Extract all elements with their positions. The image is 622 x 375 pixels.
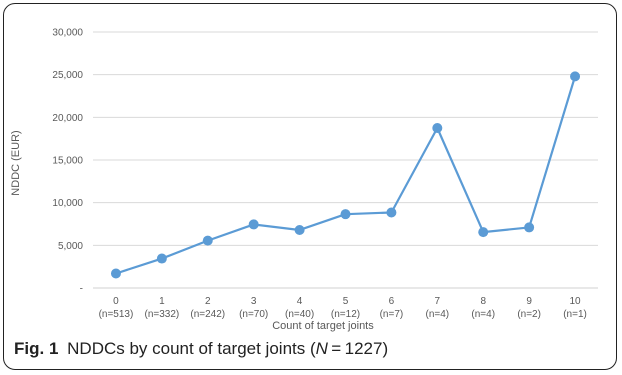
y-tick-label: 25,000: [52, 70, 83, 81]
x-tick-label: 0: [113, 296, 119, 307]
x-tick-label: 10: [569, 296, 581, 307]
x-tick-count-label: (n=4): [471, 309, 495, 320]
data-point: [294, 224, 305, 235]
data-point: [432, 123, 443, 133]
y-axis-title: NDDC (EUR): [10, 130, 22, 195]
line-chart: - 5,000 10,000 15,000 20,000 25,000 30,000 0 (n…: [10, 28, 598, 332]
x-tick-count-label: (n=2): [517, 309, 541, 320]
x-tick-count-label: (n=40): [285, 309, 314, 320]
y-tick-label: 15,000: [52, 156, 83, 167]
gridlines: [93, 31, 598, 289]
series-line-layer: [115, 76, 577, 275]
y-axis-ticks: - 5,000 10,000 15,000 20,000 25,000 30,000: [52, 28, 83, 295]
data-point: [386, 207, 397, 218]
x-axis-title: Count of target joints: [272, 320, 374, 332]
y-tick-label: 30,000: [52, 28, 83, 39]
y-tick-label: 20,000: [52, 113, 83, 124]
x-tick-label: 8: [480, 296, 486, 307]
x-tick-label: 7: [435, 296, 441, 307]
data-point: [248, 219, 259, 230]
figure-label: Fig. 1: [14, 339, 59, 358]
caption-text-end: = 1227): [327, 339, 389, 358]
y-tick-label: -: [80, 284, 83, 295]
caption-text-start: NDDCs by count of target joints (: [67, 339, 316, 358]
x-tick-label: 6: [389, 296, 395, 307]
x-tick-label: 4: [297, 296, 303, 307]
data-point: [156, 253, 167, 264]
x-tick-count-label: (n=332): [144, 309, 179, 320]
figure-frame: [3, 3, 617, 370]
series-line: [115, 76, 577, 275]
x-tick-label: 1: [159, 296, 165, 307]
x-axis-ticks: 0 (n=513) 1 (n=332) 2 (n=242) 3 (n=70) 4 (n=40) 5 (…: [99, 296, 587, 320]
x-tick-label: 5: [343, 296, 349, 307]
x-tick-count-label: (n=7): [380, 309, 404, 320]
x-tick-label: 9: [526, 296, 532, 307]
y-tick-label: 10,000: [52, 198, 83, 209]
y-tick-label: 5,000: [58, 241, 83, 252]
figure-caption: Fig. 1 NDDCs by count of target joints (…: [14, 339, 388, 359]
x-tick-count-label: (n=12): [331, 309, 360, 320]
x-tick-count-label: (n=70): [239, 309, 268, 320]
x-tick-count-label: (n=1): [563, 309, 587, 320]
x-tick-count-label: (n=4): [426, 309, 450, 320]
x-tick-count-label: (n=513): [99, 309, 134, 320]
data-point: [478, 227, 489, 238]
data-point: [110, 268, 121, 279]
data-point: [570, 71, 581, 82]
data-point: [524, 222, 535, 233]
data-point: [202, 235, 213, 246]
caption-n-variable: N: [315, 339, 328, 358]
x-tick-count-label: (n=242): [190, 309, 225, 320]
x-tick-label: 3: [251, 296, 257, 307]
series-points: [110, 71, 581, 279]
x-tick-label: 2: [205, 296, 211, 307]
data-point: [340, 209, 351, 220]
